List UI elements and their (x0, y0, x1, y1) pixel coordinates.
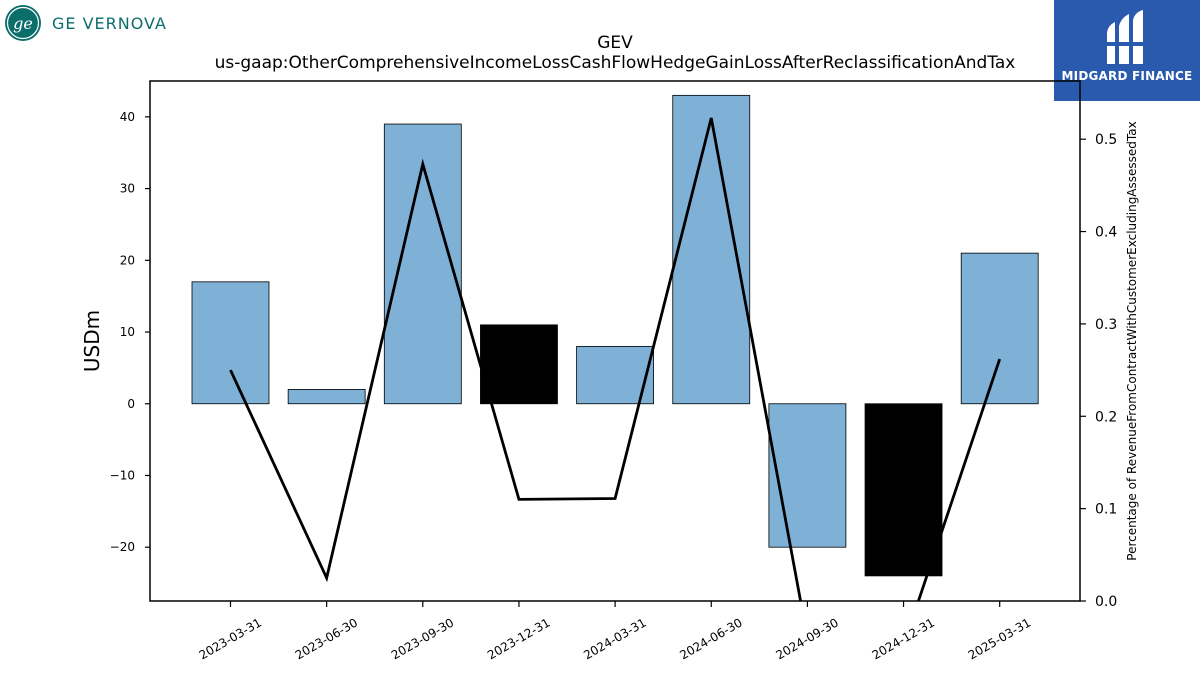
bar-2023-09-30 (383, 123, 462, 405)
ge-monogram-icon: ge (5, 5, 41, 41)
svg-text:ge: ge (13, 14, 33, 33)
bar-2024-09-30 (768, 403, 847, 548)
y-tick-label: 40 (120, 110, 135, 124)
midgard-finance-logo: MIDGARD FINANCE (1054, 0, 1200, 101)
y-tick-label: 0 (127, 397, 135, 411)
y2-tick-label: 0.3 (1095, 317, 1117, 333)
x-tick-label: 2024-12-31 (870, 615, 937, 662)
y-tick-label: −10 (110, 468, 135, 482)
y-axis-label: USDm (80, 310, 104, 372)
bar-2024-06-30 (672, 94, 751, 405)
y2-tick-label: 0.0 (1095, 594, 1117, 610)
x-tick-label: 2024-06-30 (677, 615, 744, 662)
plot-area (191, 94, 1039, 601)
chart-subtitle: us-gaap:OtherComprehensiveIncomeLossCash… (215, 53, 1016, 73)
bar-2023-12-31 (480, 324, 558, 405)
x-tick-label: 2023-06-30 (293, 615, 360, 662)
bar-2023-03-31 (191, 281, 270, 405)
bar-2025-03-31 (960, 252, 1039, 405)
y-tick-label: −20 (110, 540, 135, 554)
ge-vernova-logo: ge GE VERNOVA (4, 4, 167, 42)
bar-2023-06-30 (287, 389, 366, 405)
midgard-emblem-icon (1105, 10, 1147, 64)
y-tick-label: 30 (120, 182, 135, 196)
percentage-line (229, 117, 1002, 601)
x-tick-label: 2024-03-31 (581, 615, 648, 662)
y-tick-label: 20 (120, 253, 135, 267)
y2-tick-label: 0.5 (1095, 132, 1117, 148)
y2-tick-label: 0.4 (1095, 225, 1117, 241)
x-tick-label: 2023-03-31 (197, 615, 264, 662)
bar-2024-12-31 (864, 403, 943, 577)
ge-vernova-wordmark: GE VERNOVA (52, 13, 167, 33)
midgard-finance-wordmark: MIDGARD FINANCE (1061, 69, 1193, 83)
x-tick-label: 2023-09-30 (389, 615, 456, 662)
x-tick-label: 2025-03-31 (966, 615, 1033, 662)
y-tick-label: 10 (120, 325, 135, 339)
x-tick-label: 2023-12-31 (485, 615, 552, 662)
y2-tick-label: 0.1 (1095, 502, 1117, 518)
y2-tick-label: 0.2 (1095, 409, 1117, 425)
x-tick-label: 2024-09-30 (773, 615, 840, 662)
y2-axis-label: Percentage of RevenueFromContractWithCus… (1125, 121, 1139, 560)
chart-title: GEV (597, 33, 633, 53)
